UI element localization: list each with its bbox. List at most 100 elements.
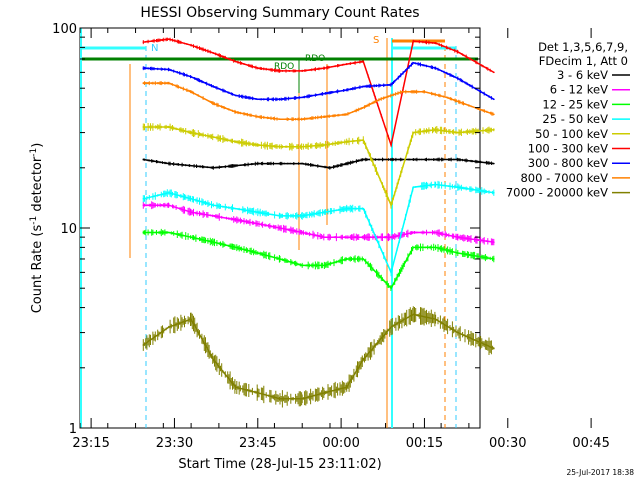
series-noise bbox=[142, 228, 495, 291]
series-point bbox=[142, 204, 145, 207]
series-point bbox=[279, 258, 281, 260]
series-point bbox=[323, 211, 326, 213]
series-point bbox=[256, 222, 259, 225]
legend-header-1: Det 1,3,5,6,7,9, bbox=[538, 40, 628, 54]
series-point bbox=[256, 115, 259, 118]
series-point bbox=[142, 67, 145, 69]
series-point bbox=[390, 144, 392, 146]
x-tick-label: 23:15 bbox=[72, 436, 109, 451]
series-point bbox=[362, 358, 365, 361]
series-point bbox=[345, 89, 348, 91]
series-point bbox=[329, 166, 331, 169]
series-point bbox=[168, 162, 170, 165]
annotation-rdo-2: RDO bbox=[305, 54, 325, 64]
series-point bbox=[362, 85, 365, 88]
series-point bbox=[412, 313, 415, 316]
series-point bbox=[456, 51, 459, 53]
legend-label: 6 - 12 keV bbox=[550, 83, 608, 97]
series-point bbox=[142, 231, 145, 234]
annotation-rdo-1: RDO bbox=[274, 62, 294, 72]
chart-title: HESSI Observing Summary Count Rates bbox=[140, 5, 419, 21]
series-point bbox=[345, 113, 348, 116]
series-point bbox=[493, 71, 495, 74]
series-point bbox=[434, 158, 437, 161]
series-point bbox=[256, 252, 259, 254]
series-point bbox=[434, 42, 437, 44]
series-point bbox=[190, 44, 192, 47]
series-point bbox=[434, 318, 437, 320]
series-point bbox=[301, 264, 304, 267]
series-point bbox=[212, 166, 215, 169]
series-point bbox=[234, 246, 237, 249]
series-point bbox=[256, 162, 259, 165]
series-point bbox=[301, 215, 304, 217]
series-point bbox=[362, 258, 365, 260]
series-point bbox=[493, 113, 495, 116]
series-1 bbox=[142, 157, 495, 170]
series-point bbox=[256, 98, 259, 101]
series-point bbox=[168, 82, 170, 84]
series-point bbox=[493, 162, 495, 165]
legend-label: 7000 - 20000 keV bbox=[506, 186, 608, 200]
series-point bbox=[279, 70, 281, 72]
series-point bbox=[142, 126, 145, 128]
series-point bbox=[390, 83, 392, 86]
series-point bbox=[493, 347, 495, 350]
series-point bbox=[323, 264, 326, 267]
series-point bbox=[212, 204, 215, 207]
y-tick-label: 1 bbox=[69, 422, 77, 437]
series-noise bbox=[142, 306, 495, 408]
series-point bbox=[412, 231, 415, 234]
series-point bbox=[323, 391, 326, 394]
series-point bbox=[234, 140, 237, 143]
series-point bbox=[168, 68, 170, 71]
series-point bbox=[412, 131, 415, 134]
series-point bbox=[456, 236, 459, 238]
y-tick-label: 100 bbox=[52, 22, 77, 37]
series-noise bbox=[142, 157, 495, 170]
series-point bbox=[212, 241, 215, 243]
series-point bbox=[168, 326, 170, 328]
annotation-n: N bbox=[151, 43, 158, 54]
series-point bbox=[362, 158, 365, 161]
series-point bbox=[301, 162, 304, 165]
series-point bbox=[279, 227, 281, 229]
series-4 bbox=[142, 180, 495, 277]
x-tick-label: 00:15 bbox=[406, 436, 443, 451]
y-tick-label: 10 bbox=[60, 222, 77, 237]
series-point bbox=[493, 128, 495, 131]
series-layer bbox=[142, 37, 495, 408]
series-point bbox=[362, 106, 365, 109]
series-8 bbox=[142, 81, 495, 122]
legend-label: 50 - 100 keV bbox=[535, 127, 608, 141]
series-point bbox=[190, 76, 192, 78]
series-point bbox=[493, 98, 495, 101]
series-point bbox=[301, 70, 304, 72]
series-point bbox=[456, 331, 459, 334]
series-point bbox=[345, 386, 348, 388]
series-point bbox=[423, 90, 426, 93]
series-point bbox=[301, 397, 304, 400]
legend: Det 1,3,5,6,7,9, FDecim 1, Att 0 3 - 6 k… bbox=[506, 40, 630, 200]
series-point bbox=[390, 287, 392, 290]
series-point bbox=[234, 60, 237, 63]
series-point bbox=[412, 158, 415, 161]
series-point bbox=[212, 358, 215, 361]
series-point bbox=[323, 92, 326, 95]
series-line bbox=[143, 82, 495, 120]
x-tick-label: 00:45 bbox=[572, 436, 609, 451]
series-point bbox=[256, 144, 259, 146]
series-point bbox=[493, 191, 495, 194]
series-point bbox=[190, 211, 192, 213]
series-6 bbox=[142, 37, 495, 148]
x-axis-label: Start Time (28-Jul-15 23:11:02) bbox=[178, 457, 381, 472]
series-point bbox=[168, 126, 170, 128]
x-tick-label: 00:00 bbox=[322, 436, 359, 451]
series-point bbox=[256, 67, 259, 69]
series-point bbox=[212, 215, 215, 217]
series-point bbox=[412, 61, 415, 64]
series-point bbox=[234, 218, 237, 221]
series-noise bbox=[142, 81, 494, 122]
series-point bbox=[362, 236, 365, 238]
